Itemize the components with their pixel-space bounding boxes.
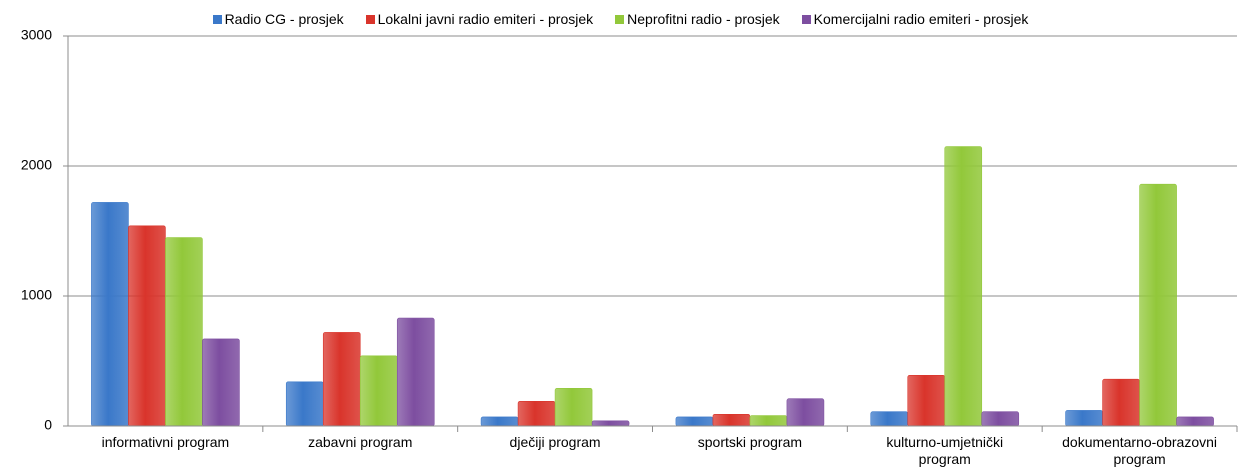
y-tick-label: 2000: [21, 157, 52, 173]
legend-swatch: [801, 14, 811, 24]
bar: [675, 416, 714, 427]
bar: [1139, 183, 1177, 427]
y-tick-label: 1000: [21, 287, 52, 303]
bar: [91, 202, 129, 427]
bar: [202, 338, 240, 427]
bar: [870, 411, 909, 427]
legend-label: Komercijalni radio emiteri - prosjek: [813, 11, 1029, 27]
legend-label: Radio CG - prosjek: [224, 11, 344, 27]
legend-item: Radio CG - prosjek: [212, 11, 344, 27]
legend-item: Neprofitni radio - prosjek: [615, 11, 780, 27]
x-tick-label: dječiji program: [509, 434, 601, 450]
x-tick-label: dokumentarno-obrazovni program: [1062, 434, 1218, 467]
bar: [907, 374, 946, 427]
bar: [128, 225, 166, 427]
bar: [396, 317, 435, 427]
bar: [1102, 378, 1140, 427]
legend-item: Komercijalni radio emiteri - prosjek: [801, 11, 1029, 27]
legend-item: Lokalni javni radio emiteri - prosjek: [365, 11, 594, 27]
bar: [285, 381, 324, 427]
bar: [1176, 416, 1214, 427]
bar: [944, 146, 983, 427]
bar: [981, 411, 1020, 427]
legend-swatch: [615, 14, 625, 24]
bar: [517, 400, 556, 427]
legend-swatch: [365, 14, 375, 24]
x-tick-label: informativni program: [101, 434, 230, 450]
x-tick-label: kulturno-umjetnički program: [886, 434, 1004, 467]
legend-label: Lokalni javni radio emiteri - prosjek: [377, 11, 594, 27]
x-tick-label: zabavni program: [308, 434, 413, 450]
y-tick-label: 3000: [21, 27, 52, 43]
bar: [786, 398, 825, 427]
bar: [554, 387, 593, 427]
legend-swatch: [212, 14, 222, 24]
bar: [1065, 410, 1103, 427]
bar: [591, 420, 630, 427]
x-tick-label: sportski program: [697, 434, 803, 450]
bar: [322, 332, 361, 427]
bar: [165, 237, 203, 427]
bar: [712, 413, 751, 427]
bar: [749, 415, 788, 427]
bar: [359, 355, 398, 427]
legend: Radio CG - prosjek Lokalni javni radio em…: [0, 11, 1241, 27]
legend-label: Neprofitni radio - prosjek: [627, 11, 780, 27]
y-tick-label: 0: [44, 417, 52, 433]
bar: [480, 416, 519, 427]
